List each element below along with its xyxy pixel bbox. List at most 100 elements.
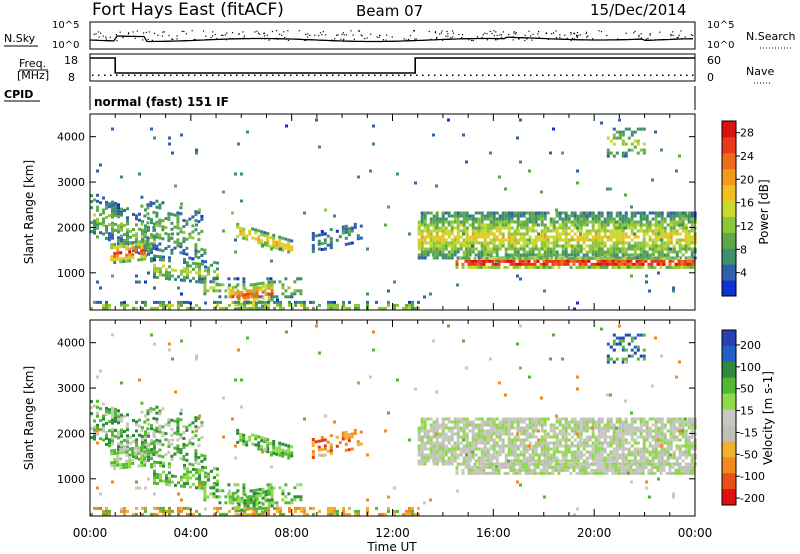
- velocity-cell: [93, 437, 96, 441]
- power-cell: [519, 223, 523, 227]
- velocity-cell: [489, 459, 493, 463]
- power-cell: [576, 301, 579, 305]
- velocity-cell: [212, 483, 216, 487]
- noise-search-point: [414, 38, 416, 40]
- power-cell: [534, 244, 538, 248]
- velocity-cell: [143, 463, 147, 467]
- power-cell: [93, 198, 96, 202]
- power-cell: [120, 301, 123, 305]
- noise-search-point: [128, 32, 130, 34]
- power-cell: [137, 243, 141, 247]
- nave-point: [206, 74, 208, 76]
- power-cell: [690, 235, 694, 239]
- power-cell: [588, 229, 592, 233]
- velocity-cell: [435, 462, 439, 466]
- velocity-cell: [447, 441, 451, 445]
- colorbar-swatch: [722, 136, 736, 154]
- power-cell: [198, 265, 201, 269]
- power-cell: [525, 253, 529, 257]
- velocity-cell: [465, 459, 469, 463]
- velocity-cell: [603, 438, 607, 442]
- velocity-cell: [564, 435, 568, 439]
- velocity-cell: [687, 426, 691, 430]
- velocity-cell: [141, 506, 144, 510]
- power-cell: [504, 214, 508, 218]
- power-cell: [606, 151, 610, 155]
- power-cell: [644, 259, 648, 263]
- power-cell: [185, 246, 189, 250]
- power-cell: [186, 276, 189, 280]
- velocity-cell: [525, 432, 529, 436]
- velocity-cell: [180, 475, 183, 479]
- power-cell: [690, 250, 694, 254]
- velocity-cell: [450, 462, 454, 466]
- power-cell: [486, 241, 490, 245]
- power-cell: [686, 256, 690, 260]
- power-cell: [291, 306, 294, 310]
- power-cell: [447, 244, 451, 248]
- power-cell: [462, 223, 466, 227]
- nave-point: [302, 74, 304, 76]
- power-cell: [480, 217, 484, 221]
- noise-search-point: [585, 31, 588, 33]
- power-cell: [603, 217, 607, 221]
- velocity-cell: [603, 456, 607, 460]
- power-cell: [164, 247, 168, 251]
- power-cell: [468, 223, 472, 227]
- power-cell: [189, 279, 192, 283]
- velocity-cell: [615, 441, 619, 445]
- power-cell: [182, 237, 186, 240]
- noise-search-point: [461, 34, 464, 36]
- power-cell: [180, 269, 183, 273]
- power-cell: [669, 238, 673, 242]
- power-cell: [197, 232, 201, 236]
- velocity-cell: [284, 495, 288, 499]
- velocity-cell: [687, 453, 691, 457]
- velocity-cell: [675, 447, 679, 451]
- power-cell: [633, 130, 637, 134]
- power-cell: [170, 236, 174, 240]
- power-cell: [576, 169, 579, 173]
- power-cell: [527, 265, 531, 269]
- power-cell: [615, 226, 618, 230]
- velocity-cell: [180, 509, 183, 513]
- power-cell: [147, 228, 150, 232]
- power-cell: [141, 235, 144, 239]
- velocity-cell: [471, 453, 475, 457]
- power-cell: [111, 212, 114, 216]
- power-cell: [492, 223, 496, 227]
- power-cell: [243, 306, 246, 310]
- power-cell: [648, 223, 651, 227]
- velocity-cell: [113, 458, 117, 461]
- power-cell: [660, 226, 664, 230]
- power-cell: [456, 214, 460, 218]
- colorbar-swatch: [722, 152, 736, 170]
- power-cell: [672, 286, 675, 290]
- power-cell: [231, 211, 234, 215]
- noise-search-point: [318, 35, 320, 37]
- y-tick-label: 4000: [57, 131, 85, 144]
- noise-search-point: [545, 32, 548, 34]
- power-cell: [459, 220, 463, 224]
- noise-search-point: [142, 39, 144, 41]
- velocity-cell: [96, 506, 99, 510]
- power-cell: [557, 262, 561, 266]
- power-cell: [123, 233, 126, 236]
- velocity-cell: [219, 506, 222, 510]
- power-cell: [656, 262, 660, 266]
- power-cell: [651, 250, 655, 254]
- power-cell: [564, 214, 568, 218]
- velocity-cell: [417, 462, 421, 466]
- power-cell: [266, 232, 270, 236]
- velocity-cell: [534, 450, 538, 454]
- noise-search-point: [136, 30, 138, 32]
- power-cell: [417, 306, 420, 310]
- velocity-cell: [227, 483, 231, 487]
- power-cell: [272, 295, 276, 299]
- velocity-cell: [231, 498, 235, 501]
- power-cell: [116, 254, 120, 258]
- power-cell: [491, 265, 495, 269]
- power-cell: [462, 244, 466, 248]
- power-cell: [579, 223, 583, 227]
- power-cell: [621, 232, 625, 236]
